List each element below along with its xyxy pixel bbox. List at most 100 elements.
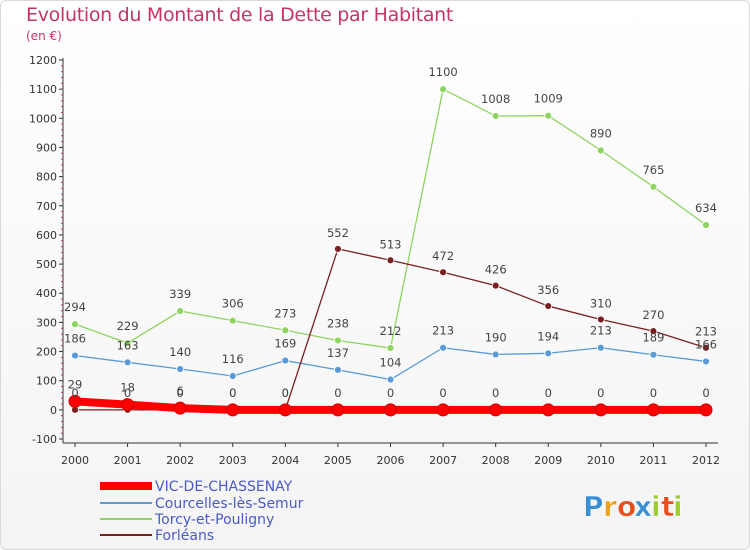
data-label: 229: [117, 319, 139, 333]
y-tick-label: 900: [36, 141, 57, 154]
data-label: 116: [222, 352, 244, 366]
x-tick-label: 2009: [534, 454, 562, 467]
data-point: [121, 398, 135, 412]
data-label: 294: [64, 300, 86, 314]
data-label: 1009: [534, 92, 563, 106]
data-label: 0: [597, 386, 604, 400]
data-label: 137: [327, 346, 349, 360]
data-label: 339: [169, 287, 191, 301]
x-tick-label: 2012: [692, 454, 720, 467]
data-label: 186: [64, 332, 86, 346]
data-point: [331, 403, 345, 417]
legend-label: Forléans: [155, 528, 214, 544]
legend-label: Courcelles-lès-Semur: [155, 496, 304, 512]
data-label: 18: [120, 381, 135, 395]
data-label: 166: [695, 337, 717, 351]
data-point: [226, 403, 240, 417]
data-label: 1008: [481, 92, 510, 106]
x-tick-label: 2005: [324, 454, 352, 467]
data-label: 0: [282, 386, 289, 400]
logo-letter: P: [583, 490, 604, 523]
data-label: 513: [380, 237, 402, 251]
data-point: [491, 281, 500, 290]
data-point: [596, 343, 605, 352]
data-point: [544, 302, 553, 310]
logo-letter: r: [603, 490, 617, 523]
data-label: 0: [439, 386, 446, 400]
data-point: [281, 326, 290, 335]
data-label: 189: [642, 331, 664, 345]
logo-letter: o: [617, 490, 636, 523]
data-label: 194: [537, 329, 559, 343]
data-label: 306: [222, 297, 244, 311]
data-label: 0: [334, 386, 341, 400]
data-point: [439, 343, 447, 352]
data-label: 169: [274, 337, 296, 351]
y-tick-label: 200: [36, 346, 57, 359]
data-point: [596, 315, 605, 324]
data-label: 634: [695, 201, 717, 215]
logo-letter: i: [651, 490, 661, 523]
x-tick-label: 2006: [377, 454, 405, 467]
data-point: [491, 112, 500, 120]
data-label: 310: [590, 296, 612, 310]
y-tick-label: 700: [36, 200, 57, 213]
x-tick-label: 2003: [219, 454, 247, 467]
data-point: [176, 365, 185, 373]
data-label: 6: [177, 384, 184, 398]
data-point: [228, 316, 237, 325]
data-point: [334, 245, 342, 253]
data-label: 0: [229, 386, 236, 400]
data-point: [68, 394, 82, 408]
data-label: 552: [327, 226, 349, 240]
data-point: [176, 307, 185, 315]
data-point: [544, 111, 553, 120]
data-point: [386, 375, 395, 384]
chart-title: Evolution du Montant de la Dette par Hab…: [26, 4, 454, 26]
x-tick-label: 2000: [61, 454, 89, 467]
x-tick-label: 2001: [114, 454, 142, 467]
data-label: 0: [282, 386, 289, 400]
data-point: [702, 221, 710, 229]
data-label: 213: [590, 324, 612, 338]
data-point: [278, 403, 292, 417]
data-label: 0: [71, 386, 78, 400]
x-tick-label: 2008: [482, 454, 510, 467]
y-tick-label: 100: [36, 375, 57, 388]
data-point: [71, 320, 79, 329]
data-point: [544, 349, 553, 358]
data-label: 270: [642, 308, 664, 322]
data-point: [439, 268, 447, 277]
series-lines: [68, 85, 713, 417]
data-point: [649, 350, 658, 359]
y-tick-label: -100: [32, 433, 57, 446]
data-point: [71, 351, 79, 360]
data-label: 0: [545, 386, 552, 400]
data-point: [699, 403, 713, 417]
y-tick-label: 600: [36, 229, 57, 242]
x-tick-label: 2004: [271, 454, 299, 467]
x-tick-label: 2007: [429, 454, 457, 467]
x-tick-label: 2002: [166, 454, 194, 467]
data-label: 140: [169, 345, 191, 359]
data-label: 238: [327, 316, 349, 330]
y-tick-label: 800: [36, 171, 57, 184]
data-point: [334, 366, 342, 374]
data-label: 0: [492, 386, 499, 400]
data-point: [384, 403, 397, 417]
data-label: 213: [432, 324, 454, 338]
data-point: [439, 85, 447, 94]
logo-letter: t: [661, 490, 674, 523]
data-label: 0: [177, 386, 184, 400]
data-point: [334, 336, 342, 345]
legend-label: VIC-DE-CHASSENAY: [155, 479, 293, 495]
data-label: 1100: [428, 65, 457, 79]
legend-label: Torcy-et-Pouligny: [154, 512, 274, 528]
x-tick-label: 2010: [587, 454, 615, 467]
data-point: [541, 403, 555, 417]
data-point: [123, 339, 132, 347]
data-point: [491, 350, 500, 359]
data-label: 0: [387, 386, 394, 400]
data-label: 0: [702, 386, 709, 400]
